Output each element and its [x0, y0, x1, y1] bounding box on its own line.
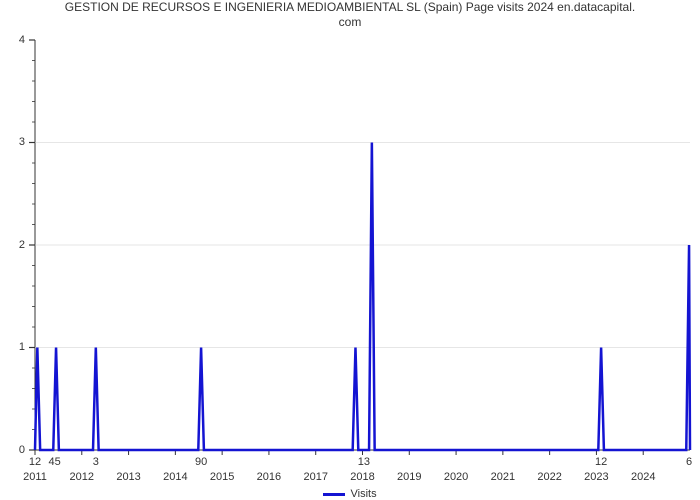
chart-title-line1: GESTION DE RECURSOS E INGENIERIA MEDIOAM…	[65, 0, 635, 14]
figure: GESTION DE RECURSOS E INGENIERIA MEDIOAM…	[0, 0, 700, 500]
x-tick-label: 2022	[537, 471, 561, 483]
x-tick-label: 2018	[350, 471, 374, 483]
y-tick-label: 0	[19, 444, 25, 456]
x-tick-label: 2017	[303, 471, 327, 483]
legend-swatch	[323, 493, 345, 496]
chart-title-line2: com	[339, 15, 362, 29]
x-tick-label: 2012	[70, 471, 94, 483]
x-tick-label: 2023	[584, 471, 608, 483]
flux-label: 45	[49, 456, 61, 468]
legend-label: Visits	[351, 488, 377, 500]
x-tick-label: 2019	[397, 471, 421, 483]
y-tick-label: 1	[19, 341, 25, 353]
x-tick-label: 2015	[210, 471, 234, 483]
flux-label: 13	[358, 456, 370, 468]
flux-label: 90	[195, 456, 207, 468]
legend: Visits	[323, 488, 377, 500]
y-tick-label: 4	[19, 34, 25, 46]
x-tick-label: 2011	[23, 471, 47, 483]
x-tick-label: 2016	[257, 471, 281, 483]
x-tick-label: 2014	[163, 471, 187, 483]
flux-label: 12	[29, 456, 41, 468]
x-tick-label: 2013	[116, 471, 140, 483]
flux-label: 12	[595, 456, 607, 468]
plot-svg	[35, 40, 690, 450]
chart-title: GESTION DE RECURSOS E INGENIERIA MEDIOAM…	[0, 0, 700, 30]
plot-area: 0123420112012201320142015201620172018201…	[35, 40, 690, 450]
flux-label: 6	[686, 456, 692, 468]
y-tick-label: 2	[19, 239, 25, 251]
flux-label: 3	[93, 456, 99, 468]
x-tick-label: 2020	[444, 471, 468, 483]
x-tick-label: 2024	[631, 471, 655, 483]
x-tick-label: 2021	[491, 471, 515, 483]
y-tick-label: 3	[19, 136, 25, 148]
